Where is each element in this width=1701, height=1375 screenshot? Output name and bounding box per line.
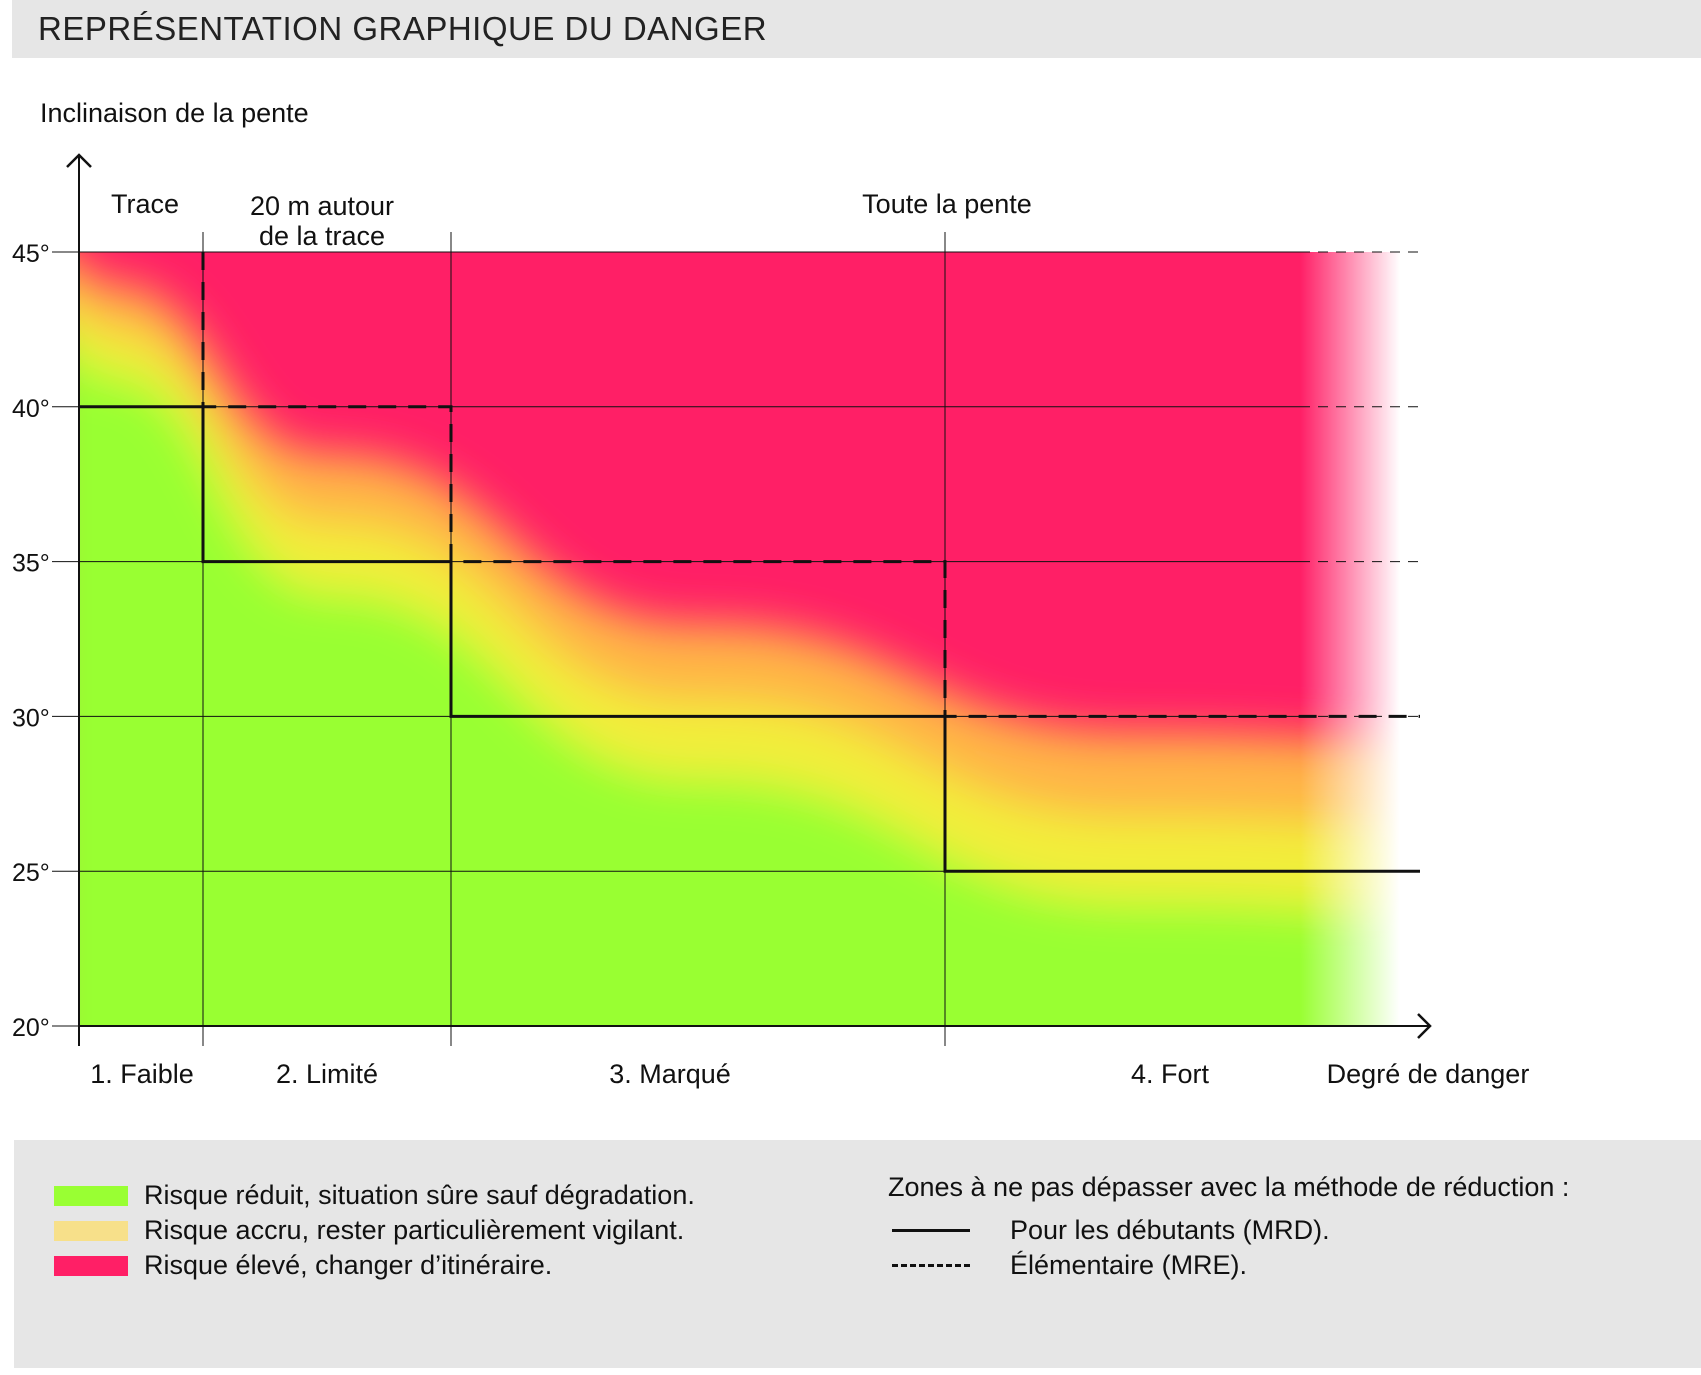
band-blend [79, 265, 1400, 1026]
y-tick-label: 40° [12, 395, 50, 423]
category-label-4: 4. Fort [1131, 1059, 1210, 1089]
legend-item-high-risk: Risque élevé, changer d’itinéraire. [54, 1250, 552, 1281]
legend-label: Pour les débutants (MRD). [1010, 1215, 1330, 1245]
solid-line-sample [892, 1229, 970, 1232]
y-tick-label: 35° [12, 550, 50, 578]
y-tick-label: 25° [12, 859, 50, 887]
legend-item-medium-risk: Risque accru, rester particulièrement vi… [54, 1215, 684, 1246]
risk-bands [79, 252, 1400, 1026]
title-bar: REPRÉSENTATION GRAPHIQUE DU DANGER [12, 0, 1701, 58]
y-tick-label: 20° [12, 1014, 50, 1042]
danger-chart: 20° 25° 30° 35° 40° 45° Inclinaison de la pent… [12, 98, 1530, 1089]
axes [66, 153, 1432, 1046]
legend-label: Risque réduit, situation sûre sauf dégra… [144, 1180, 695, 1210]
category-label-1: 1. Faible [90, 1059, 194, 1089]
page-title: REPRÉSENTATION GRAPHIQUE DU DANGER [38, 10, 768, 47]
dashed-line-sample [892, 1264, 970, 1267]
zone-label-20m-line1: 20 m autour [250, 191, 394, 221]
right-fade [1300, 240, 1400, 1030]
zone-label-whole-slope: Toute la pente [862, 189, 1032, 219]
zone-label-trace: Trace [111, 189, 179, 219]
x-axis-label: Degré de danger [1327, 1059, 1530, 1089]
threshold-lines [79, 252, 1420, 873]
category-label-2: 2. Limité [276, 1059, 378, 1089]
method-legend-title: Zones à ne pas dépasser avec la méthode … [888, 1172, 1570, 1202]
legend-item-mre: Élémentaire (MRE). [892, 1250, 1247, 1281]
legend-panel [14, 1140, 1701, 1368]
y-axis-arrow-icon [66, 153, 92, 168]
category-label-3: 3. Marqué [609, 1059, 731, 1089]
chart-labels: 20° 25° 30° 35° 40° 45° Inclinaison de la pent… [12, 98, 1529, 1089]
y-tick-label: 30° [12, 704, 50, 732]
legend-label: Risque accru, rester particulièrement vi… [144, 1215, 685, 1245]
y-tick-label: 45° [12, 240, 50, 268]
legend-swatch-green [54, 1185, 128, 1206]
y-axis-label: Inclinaison de la pente [40, 98, 309, 128]
legend-label: Élémentaire (MRE). [1010, 1250, 1248, 1280]
x-axis-arrow-icon [1417, 1013, 1432, 1039]
legend-item-low-risk: Risque réduit, situation sûre sauf dégra… [54, 1180, 695, 1211]
legend-swatch-yellow [54, 1220, 128, 1241]
zone-label-20m-line2: de la trace [259, 221, 385, 251]
legend-item-mrd: Pour les débutants (MRD). [892, 1215, 1330, 1246]
series-line-mre [201, 252, 1420, 718]
band-green [79, 358, 1400, 1026]
legend-label: Risque élevé, changer d’itinéraire. [144, 1250, 553, 1280]
legend-swatch-red [54, 1255, 128, 1276]
series-line-mrd [79, 405, 1420, 873]
